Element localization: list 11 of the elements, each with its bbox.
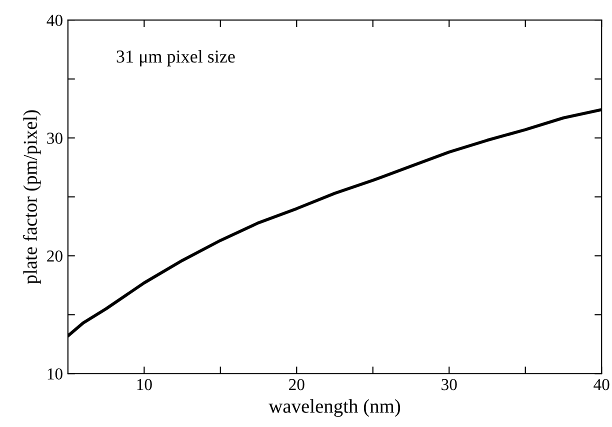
x-tick-label: 30 [442, 378, 457, 390]
x-tick-label: 10 [137, 378, 152, 390]
y-tick-label: 30 [47, 132, 62, 144]
y-tick-label: 20 [47, 250, 62, 262]
y-tick-label: 10 [48, 368, 62, 380]
x-tick-label: 40 [594, 378, 610, 390]
annotation: 31 μm pixel size [116, 50, 235, 66]
y-tick-label: 40 [46, 14, 62, 26]
x-tick-label: 20 [289, 378, 304, 390]
x-axis-title: wavelength (nm) [268, 399, 400, 417]
y-axis-title: plate factor (pm/pixel) [23, 110, 41, 284]
